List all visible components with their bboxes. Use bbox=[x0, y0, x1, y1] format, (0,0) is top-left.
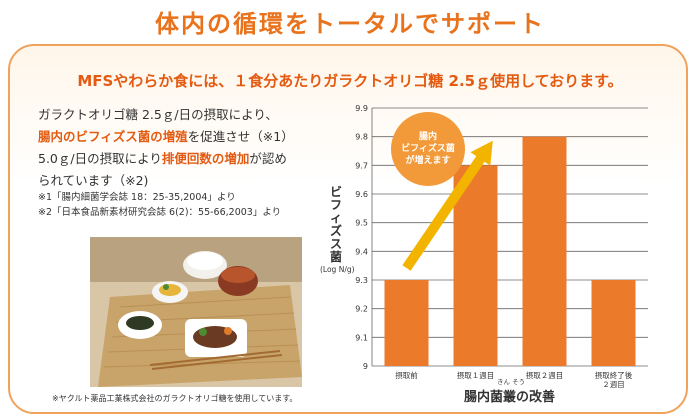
y-tick-label: 9.1 bbox=[355, 333, 368, 342]
reference-1: ※1「腸内細菌学会誌 18：25-35,2004」より bbox=[38, 192, 236, 203]
callout-line-3: が増えます bbox=[405, 156, 451, 166]
reference-2: ※2「日本食品新素材研究会誌 6(2)：55-66,2003」より bbox=[38, 207, 282, 218]
highlight-bifidus: 腸内のビフィズス菌の増殖 bbox=[38, 129, 188, 144]
headline: MFSやわらか食には、１食分あたりガラクトオリゴ糖 2.5ｇ使用しております。 bbox=[77, 72, 623, 90]
bar-4 bbox=[591, 280, 636, 366]
bars bbox=[384, 136, 636, 366]
callout-line-2: ビフィズス菌 bbox=[401, 144, 455, 154]
y-tick-label: 9.8 bbox=[355, 133, 368, 142]
footnote: ※ヤクルト薬品工業株式会社のガラクトオリゴ糖を使用しています。 bbox=[52, 394, 298, 403]
y-tick-label: 9.3 bbox=[355, 276, 368, 285]
bar-3 bbox=[522, 136, 567, 366]
body-line-3: 5.0ｇ/日の摂取により排便回数の増加が認め bbox=[38, 148, 338, 170]
x-tick-label: 摂取１週目 bbox=[457, 370, 495, 380]
meal-photo bbox=[90, 237, 302, 387]
y-tick-label: 9 bbox=[363, 362, 368, 371]
y-tick-label: 9.7 bbox=[355, 161, 368, 170]
x-axis-label-ruby: きん そう bbox=[497, 378, 526, 386]
body-line-1: ガラクトオリゴ糖 2.5ｇ/日の摂取により、 bbox=[38, 107, 278, 122]
body-line-3-start: 5.0ｇ/日の摂取により bbox=[38, 151, 162, 166]
y-axis-label: ビフィズス菌 bbox=[329, 185, 342, 264]
y-tick-label: 9.2 bbox=[355, 305, 368, 314]
body-line-4: られています（※2) bbox=[38, 173, 149, 188]
callout-line-1: 腸内 bbox=[418, 132, 437, 142]
y-tick-label: 9.9 bbox=[355, 104, 368, 113]
bar-2 bbox=[453, 165, 498, 366]
trend-arrow bbox=[402, 140, 493, 271]
y-tick-labels: 9.9 9.8 9.7 9.6 9.5 9.4 9.3 9.2 9.1 9 bbox=[355, 104, 368, 371]
y-tick-label: 9.5 bbox=[355, 219, 368, 228]
x-tick-label: 摂取終了後 bbox=[595, 370, 633, 380]
x-tick-label: 摂取前 bbox=[395, 370, 418, 380]
callout-bubble: 腸内 ビフィズス菌 が増えます bbox=[391, 112, 465, 186]
body-line-3-end: が認め bbox=[249, 151, 287, 166]
x-axis-label: 腸内菌叢の改善 bbox=[464, 390, 556, 405]
body-text: ガラクトオリゴ糖 2.5ｇ/日の摂取により、 腸内のビフィズス菌の増殖を促進させ… bbox=[38, 104, 338, 192]
body-line-2-rest: を促進させ（※1） bbox=[187, 129, 294, 144]
references: ※1「腸内細菌学会誌 18：25-35,2004」より ※2「日本食品新素材研究… bbox=[38, 190, 338, 220]
page-title: 体内の循環をトータルでサポート bbox=[155, 10, 545, 38]
highlight-bowel: 排便回数の増加 bbox=[161, 151, 250, 166]
body-line-2: 腸内のビフィズス菌の増殖を促進させ（※1） bbox=[38, 126, 338, 148]
y-tick-label: 9.6 bbox=[355, 190, 368, 199]
y-tick-label: 9.4 bbox=[355, 247, 368, 256]
x-tick-label: 摂取２週目 bbox=[526, 370, 564, 380]
bar-1 bbox=[384, 280, 429, 366]
y-axis-unit: (Log N/g) bbox=[320, 265, 355, 274]
x-tick-label: ２週目 bbox=[602, 380, 625, 389]
